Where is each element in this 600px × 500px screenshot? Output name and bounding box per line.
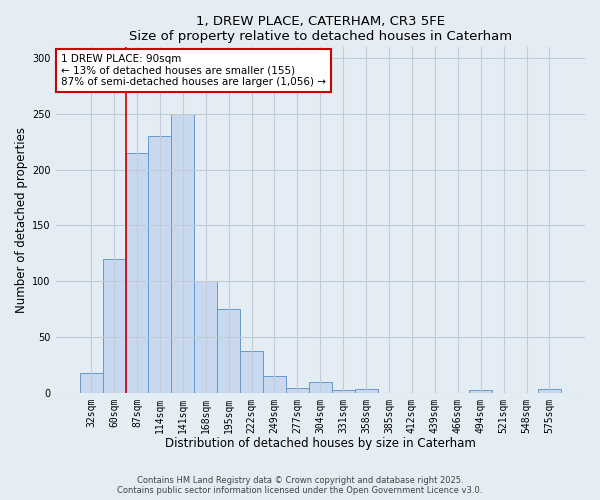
- Bar: [148, 136, 172, 392]
- Bar: [332, 390, 355, 392]
- Text: 1 DREW PLACE: 90sqm
← 13% of detached houses are smaller (155)
87% of semi-detac: 1 DREW PLACE: 90sqm ← 13% of detached ho…: [61, 54, 326, 87]
- Bar: [125, 153, 148, 392]
- Bar: [263, 376, 286, 392]
- Bar: [240, 352, 263, 393]
- Bar: [538, 390, 561, 392]
- Bar: [469, 390, 492, 392]
- X-axis label: Distribution of detached houses by size in Caterham: Distribution of detached houses by size …: [165, 437, 476, 450]
- Text: Contains HM Land Registry data © Crown copyright and database right 2025.
Contai: Contains HM Land Registry data © Crown c…: [118, 476, 482, 495]
- Bar: [217, 309, 240, 392]
- Bar: [103, 259, 125, 392]
- Bar: [194, 281, 217, 392]
- Bar: [172, 114, 194, 392]
- Title: 1, DREW PLACE, CATERHAM, CR3 5FE
Size of property relative to detached houses in: 1, DREW PLACE, CATERHAM, CR3 5FE Size of…: [129, 15, 512, 43]
- Bar: [80, 372, 103, 392]
- Bar: [286, 388, 309, 392]
- Y-axis label: Number of detached properties: Number of detached properties: [15, 127, 28, 313]
- Bar: [309, 382, 332, 392]
- Bar: [355, 390, 377, 392]
